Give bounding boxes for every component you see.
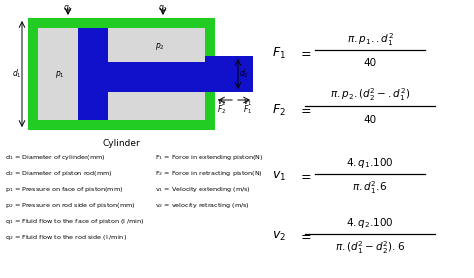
Bar	[108, 28, 205, 62]
Text: $d_2$: $d_2$	[239, 68, 249, 80]
Text: $\pi .(d_1^2 - d_2^2).6$: $\pi .(d_1^2 - d_2^2).6$	[335, 240, 405, 256]
Text: $q_1$: $q_1$	[63, 3, 73, 14]
Text: $p_2$: $p_2$	[155, 41, 165, 51]
Text: $p_1$: $p_1$	[55, 68, 65, 80]
Text: q$_2$ = Fluid flow to the rod side (l /min): q$_2$ = Fluid flow to the rod side (l /m…	[5, 234, 127, 242]
Text: 40: 40	[364, 58, 376, 68]
Text: $\pi .p_1..d_1^2$: $\pi .p_1..d_1^2$	[346, 32, 393, 48]
Text: $F_1$: $F_1$	[272, 45, 286, 61]
Text: $4.q_1.100$: $4.q_1.100$	[346, 156, 394, 170]
Text: q$_1$ = Fluid flow to the face of piston (l /min): q$_1$ = Fluid flow to the face of piston…	[5, 217, 145, 227]
Text: F$_2$ = Force in retracting piston(N): F$_2$ = Force in retracting piston(N)	[155, 170, 263, 178]
Text: $=$: $=$	[298, 230, 312, 242]
Text: $\pi .d_1^2.6$: $\pi .d_1^2.6$	[353, 180, 388, 196]
Text: d$_2$ = Diameter of piston rod(mm): d$_2$ = Diameter of piston rod(mm)	[5, 170, 112, 178]
Text: $F_2$: $F_2$	[218, 104, 227, 116]
Text: v$_2$ = velocity retracting (m/s): v$_2$ = velocity retracting (m/s)	[155, 202, 250, 210]
Text: F$_1$ = Force in extending piston(N): F$_1$ = Force in extending piston(N)	[155, 153, 264, 163]
Text: d$_1$ = Diameter of cylinder(mm): d$_1$ = Diameter of cylinder(mm)	[5, 153, 106, 163]
Text: $q_2$: $q_2$	[158, 3, 168, 14]
Text: v$_1$ = Velocity extending (m/s): v$_1$ = Velocity extending (m/s)	[155, 185, 251, 195]
Text: Cylinder: Cylinder	[102, 138, 140, 148]
Bar	[78, 28, 108, 120]
Bar	[38, 28, 205, 120]
Text: $d_1$: $d_1$	[12, 68, 22, 80]
Bar	[108, 92, 205, 116]
Text: p$_2$ = Pressure on rod side of piston(mm): p$_2$ = Pressure on rod side of piston(m…	[5, 202, 136, 210]
Bar	[78, 56, 253, 92]
Text: $v_2$: $v_2$	[272, 229, 286, 242]
Text: $v_1$: $v_1$	[243, 98, 253, 108]
Text: $F_2$: $F_2$	[272, 103, 286, 118]
Text: $v_1$: $v_1$	[272, 170, 286, 183]
Text: $=$: $=$	[298, 170, 312, 182]
Text: $=$: $=$	[298, 103, 312, 116]
Text: $=$: $=$	[298, 46, 312, 59]
Text: $4.q_2.100$: $4.q_2.100$	[346, 216, 394, 230]
Text: $F_1$: $F_1$	[243, 104, 253, 116]
Text: $v_2$: $v_2$	[217, 98, 227, 108]
Bar	[28, 18, 215, 130]
Text: $\pi .p_2.(d_2^2-.d_1^2)$: $\pi .p_2.(d_2^2-.d_1^2)$	[330, 87, 410, 103]
Text: 40: 40	[364, 115, 376, 125]
Text: p$_1$ = Pressure on face of piston(mm): p$_1$ = Pressure on face of piston(mm)	[5, 185, 123, 195]
